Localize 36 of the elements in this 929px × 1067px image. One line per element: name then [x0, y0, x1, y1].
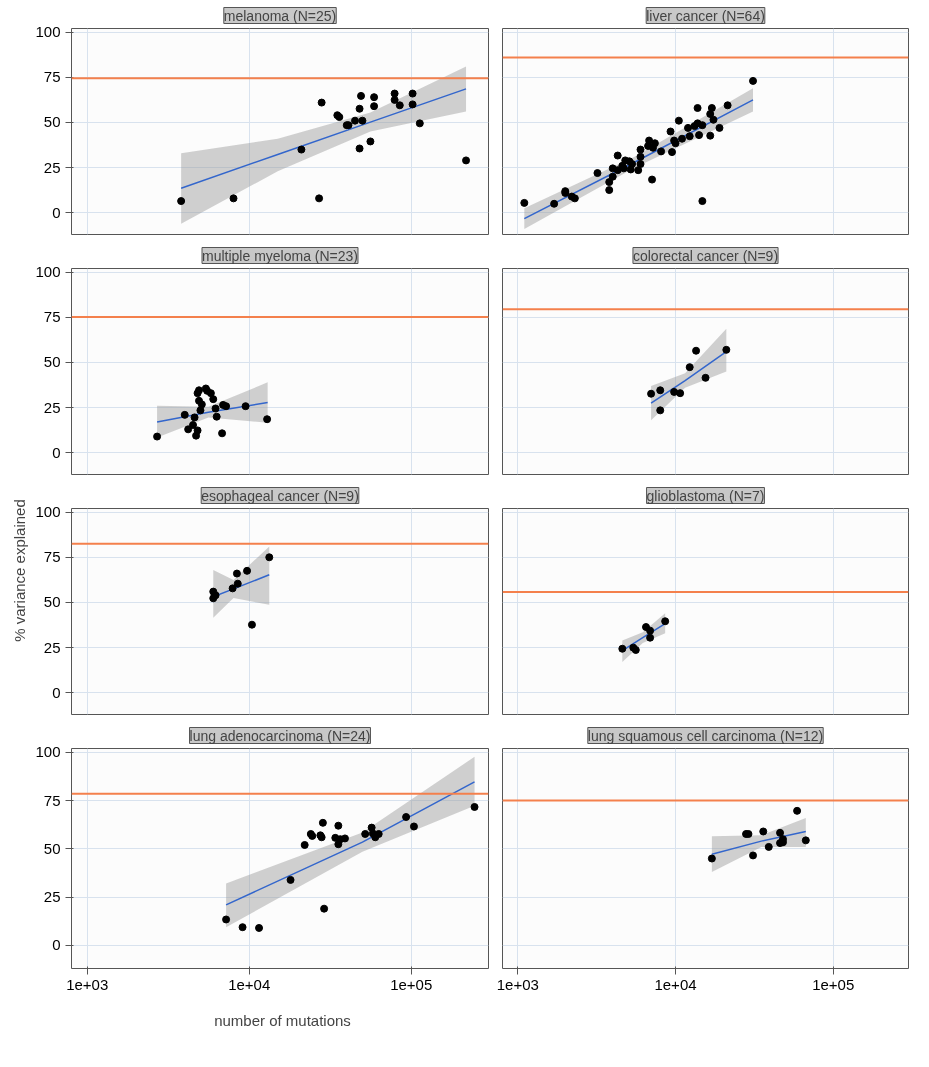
y-tick-label: 25 [43, 888, 61, 906]
chart-title: multiple myeloma (N=23) [202, 247, 358, 264]
x-tick-label: 1e+03 [496, 975, 539, 993]
y-tick-label: 100 [35, 23, 61, 41]
x-tick-label: 1e+03 [66, 975, 109, 993]
chart-title: melanoma (N=25) [223, 7, 337, 24]
y-tick-label: 0 [52, 443, 61, 461]
x-tick-label: 1e+05 [390, 975, 433, 993]
x-axis-title: number of mutations [214, 1011, 351, 1029]
y-tick-label: 50 [43, 113, 61, 131]
y-tick-label: 0 [52, 683, 61, 701]
y-axis-title: % variance explained [11, 499, 29, 642]
chart-title: esophageal cancer (N=9) [201, 487, 359, 504]
y-tick-label: 25 [43, 638, 61, 656]
y-tick-label: 100 [35, 743, 61, 761]
y-tick-label: 50 [43, 839, 61, 857]
chart-title: glioblastoma (N=7) [646, 487, 765, 504]
y-tick-label: 100 [35, 263, 61, 281]
chart-title: liver cancer (N=64) [646, 7, 765, 24]
x-tick-label: 1e+05 [812, 975, 855, 993]
chart-title: colorectal cancer (N=9) [632, 247, 779, 264]
y-tick-label: 75 [43, 68, 61, 86]
y-tick-label: 75 [43, 791, 61, 809]
y-tick-label: 75 [43, 548, 61, 566]
y-tick-label: 25 [43, 398, 61, 416]
y-tick-label: 100 [35, 503, 61, 521]
chart-title: lung adenocarcinoma (N=24) [189, 727, 371, 744]
y-tick-label: 75 [43, 308, 61, 326]
y-tick-label: 50 [43, 593, 61, 611]
chart-title: lung squamous cell carcinoma (N=12) [587, 727, 824, 744]
y-tick-label: 25 [43, 158, 61, 176]
y-tick-label: 0 [52, 203, 61, 221]
x-tick-label: 1e+04 [654, 975, 697, 993]
x-tick-label: 1e+04 [228, 975, 271, 993]
y-tick-label: 50 [43, 353, 61, 371]
y-tick-label: 0 [52, 936, 61, 954]
